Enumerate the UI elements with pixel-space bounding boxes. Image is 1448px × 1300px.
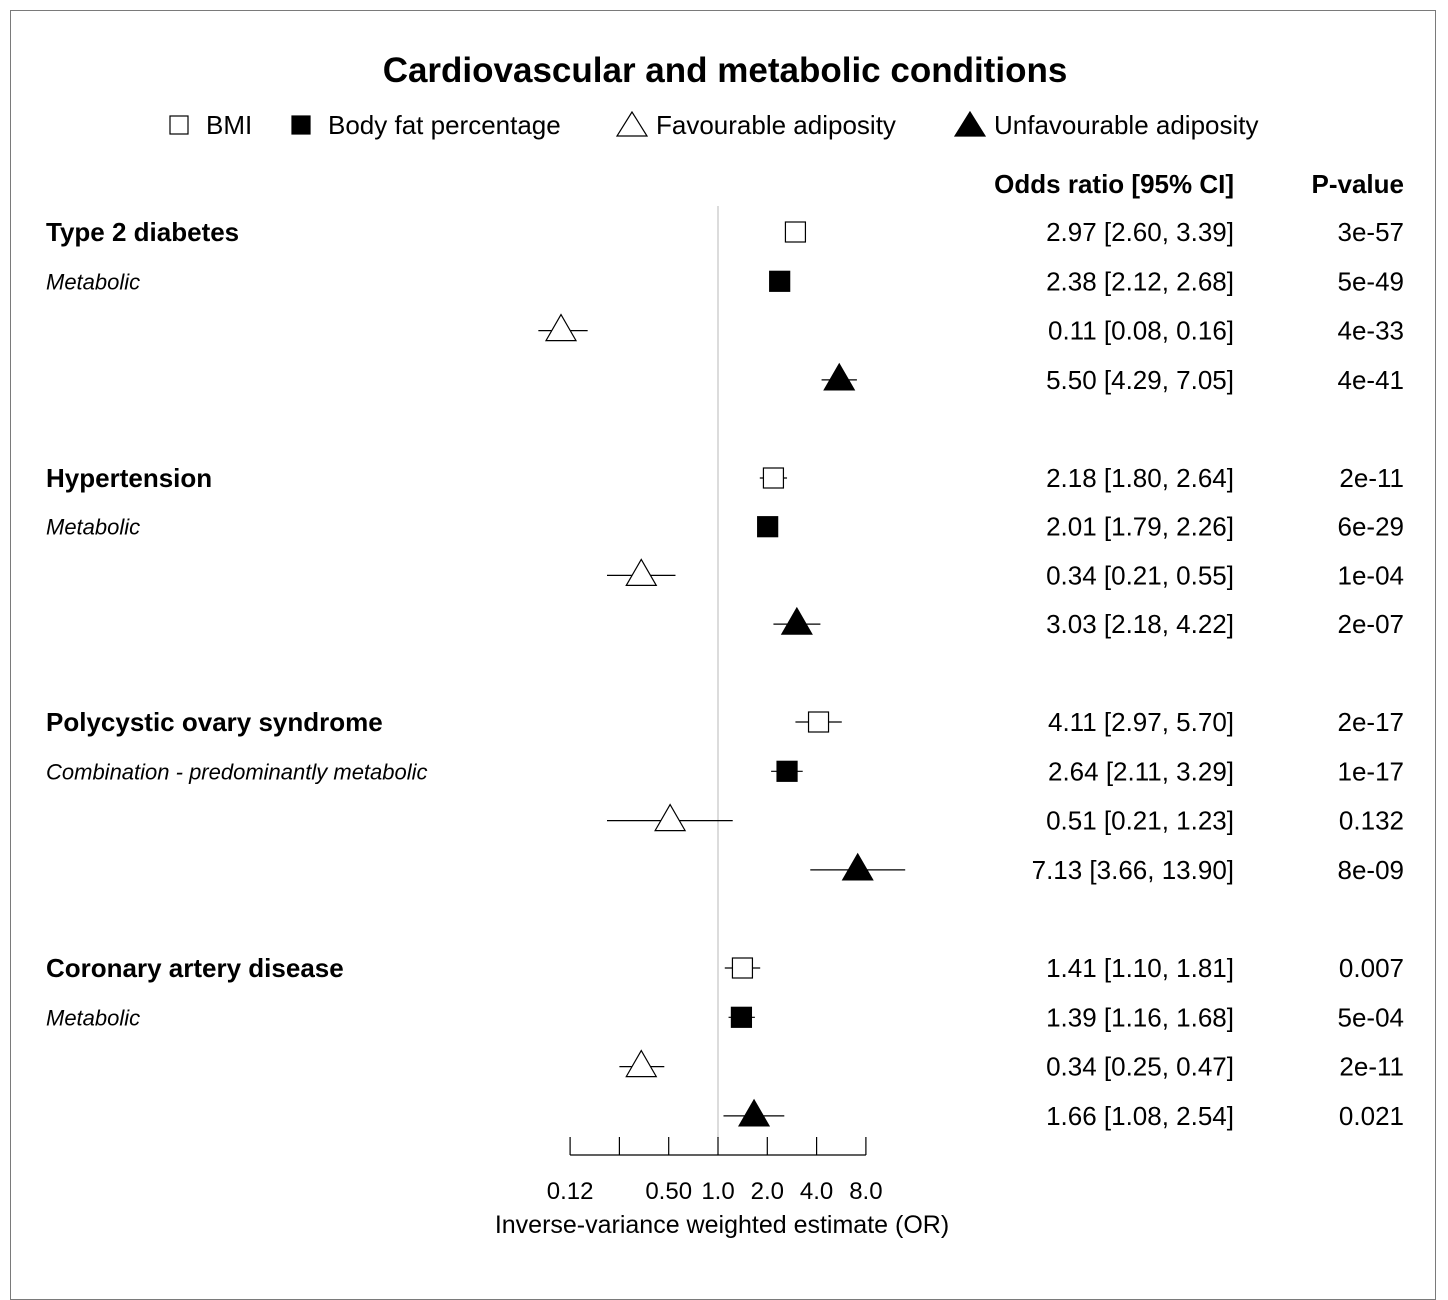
p-value: 0.132: [1339, 806, 1404, 836]
p-value: 4e-41: [1338, 365, 1405, 395]
condition-category: Metabolic: [46, 515, 140, 540]
x-tick-label: 0.50: [645, 1178, 692, 1205]
or-column-header: Odds ratio [95% CI]: [994, 169, 1234, 199]
legend-label: Unfavourable adiposity: [994, 110, 1259, 140]
or-point: [776, 760, 798, 782]
p-value: 2e-07: [1338, 609, 1405, 639]
condition-name: Polycystic ovary syndrome: [46, 707, 383, 737]
p-column-header: P-value: [1312, 169, 1405, 199]
or-value: 0.11 [0.08, 0.16]: [1048, 316, 1234, 346]
chart-title: Cardiovascular and metabolic conditions: [383, 51, 1068, 90]
or-point: [807, 711, 830, 733]
p-value: 1e-17: [1338, 756, 1405, 786]
legend-label: Body fat percentage: [328, 110, 561, 140]
or-value: 2.18 [1.80, 2.64]: [1046, 463, 1234, 493]
p-value: 2e-11: [1339, 463, 1404, 493]
or-value: 0.51 [0.21, 1.23]: [1046, 806, 1234, 836]
x-tick-label: 0.12: [547, 1178, 594, 1205]
or-value: 1.39 [1.16, 1.68]: [1046, 1002, 1234, 1032]
or-point: [780, 606, 813, 635]
p-value: 5e-49: [1338, 266, 1405, 296]
legend: BMI Body fat percentage Favourable adiposi…: [169, 110, 1259, 140]
or-value: 7.13 [3.66, 13.90]: [1032, 855, 1234, 885]
condition-category: Metabolic: [46, 269, 140, 294]
legend-label: Favourable adiposity: [656, 110, 896, 140]
or-value: 5.50 [4.29, 7.05]: [1046, 365, 1234, 395]
legend-label: BMI: [206, 110, 252, 140]
p-value: 2e-17: [1338, 707, 1405, 737]
p-value: 3e-57: [1338, 217, 1405, 247]
condition-group: Type 2 diabetes Metabolic 2.97 [2.60, 3.39…: [46, 217, 1404, 395]
condition-category: Combination - predominantly metabolic: [46, 759, 428, 784]
or-point: [738, 1098, 771, 1127]
or-point: [823, 362, 856, 391]
x-tick-label: 1.0: [701, 1178, 734, 1205]
or-value: 3.03 [2.18, 4.22]: [1046, 609, 1234, 639]
p-value: 5e-04: [1338, 1002, 1405, 1032]
or-value: 2.97 [2.60, 3.39]: [1046, 217, 1234, 247]
legend-item: BMI: [169, 110, 252, 140]
or-value: 2.01 [1.79, 2.26]: [1046, 512, 1234, 542]
p-value: 6e-29: [1338, 512, 1405, 542]
legend-item: Body fat percentage: [291, 110, 561, 140]
p-value: 1e-04: [1338, 560, 1405, 590]
x-tick-label: 8.0: [849, 1178, 882, 1205]
or-value: 1.66 [1.08, 2.54]: [1046, 1101, 1234, 1131]
or-point: [784, 221, 807, 243]
condition-category: Metabolic: [46, 1005, 140, 1030]
or-value: 2.64 [2.11, 3.29]: [1048, 756, 1234, 786]
x-axis: 0.12 0.50 1.0 2.0 4.0 8.0: [547, 1137, 883, 1205]
condition-group: Coronary artery disease Metabolic 1.41 [1.…: [46, 953, 1404, 1131]
legend-marker: [169, 115, 189, 135]
condition-name: Coronary artery disease: [46, 953, 344, 983]
or-value: 0.34 [0.25, 0.47]: [1046, 1052, 1234, 1082]
p-value: 4e-33: [1338, 316, 1405, 346]
p-value: 2e-11: [1339, 1052, 1404, 1082]
or-point: [730, 1006, 753, 1028]
or-point: [544, 313, 578, 342]
legend-marker: [291, 115, 311, 135]
or-point: [731, 957, 754, 979]
condition-name: Type 2 diabetes: [46, 217, 239, 247]
or-point: [625, 558, 658, 587]
condition-group: Polycystic ovary syndrome Combination - p…: [46, 707, 1404, 885]
legend-marker: [615, 110, 649, 137]
or-value: 1.41 [1.10, 1.81]: [1046, 953, 1234, 983]
or-point: [841, 852, 874, 881]
or-point: [769, 270, 791, 292]
p-value: 8e-09: [1338, 855, 1405, 885]
p-value: 0.007: [1339, 953, 1404, 983]
or-point: [757, 516, 779, 538]
x-tick-label: 4.0: [800, 1178, 833, 1205]
x-axis-label: Inverse-variance weighted estimate (OR): [495, 1211, 949, 1239]
or-value: 2.38 [2.12, 2.68]: [1046, 266, 1234, 296]
or-point: [762, 467, 785, 489]
or-value: 0.34 [0.21, 0.55]: [1046, 560, 1234, 590]
legend-item: Unfavourable adiposity: [953, 110, 1259, 140]
or-point: [625, 1049, 658, 1078]
condition-name: Hypertension: [46, 463, 212, 493]
or-point: [654, 803, 687, 832]
x-tick-label: 2.0: [751, 1178, 784, 1205]
legend-marker: [953, 110, 987, 137]
or-value: 4.11 [2.97, 5.70]: [1048, 707, 1234, 737]
condition-group: Hypertension Metabolic 2.18 [1.80, 2.64] 2e…: [46, 463, 1404, 639]
legend-item: Favourable adiposity: [615, 110, 896, 140]
p-value: 0.021: [1339, 1101, 1404, 1131]
forest-rows: Type 2 diabetes Metabolic 2.97 [2.60, 3.39…: [46, 217, 1404, 1131]
